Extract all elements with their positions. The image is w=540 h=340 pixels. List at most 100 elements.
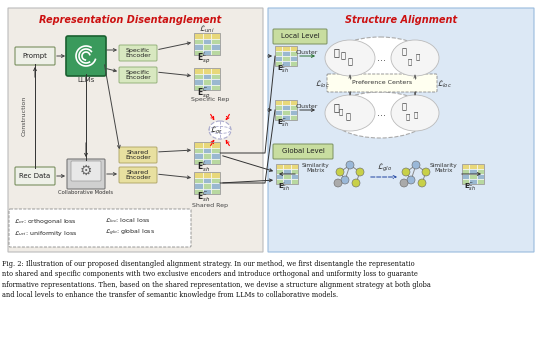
Text: Cluster: Cluster [296,50,318,54]
Bar [211,33,220,38]
Bar [202,158,211,164]
Text: $\mathbf{E}^L_{sp}$: $\mathbf{E}^L_{sp}$ [198,50,211,66]
Bar [211,142,220,148]
Bar [477,179,484,184]
Text: 👱: 👱 [333,102,339,112]
Bar [289,51,297,56]
Text: 🤸: 🤸 [406,114,410,120]
Bar [194,68,202,73]
Bar [211,158,220,164]
Bar [462,164,469,169]
Text: Specific Rep: Specific Rep [191,98,229,102]
Text: Fig. 2: Illustration of our proposed disentangled alignment strategy. In our met: Fig. 2: Illustration of our proposed dis… [2,260,431,299]
Bar [276,179,284,184]
Circle shape [402,168,410,176]
Bar [469,164,477,169]
Bar [202,44,211,50]
Circle shape [422,168,430,176]
Circle shape [407,176,415,184]
Bar [211,148,220,153]
Bar [289,56,297,61]
Bar [194,148,202,153]
Text: Representation Disentanglement: Representation Disentanglement [39,15,221,25]
Bar [211,85,220,90]
Text: 👤: 👤 [333,47,339,57]
Bar [469,169,477,174]
Bar [211,183,220,188]
Bar [194,142,202,148]
Bar [291,174,298,179]
Text: LLMs: LLMs [77,77,94,83]
Text: 🤺: 🤺 [408,59,412,65]
Bar [284,169,291,174]
Text: $\mathcal{L}_{loc}$: local loss: $\mathcal{L}_{loc}$: local loss [105,217,150,225]
Text: 👁: 👁 [339,109,343,115]
Text: Preference Centers: Preference Centers [352,81,412,85]
Bar [284,164,291,169]
Bar [289,110,297,115]
Bar [275,110,282,115]
Bar [211,73,220,79]
Text: 🏋: 🏋 [402,102,407,112]
Bar [194,183,202,188]
Text: $\mathcal{L}_{glo}$: $\mathcal{L}_{glo}$ [377,162,393,174]
Ellipse shape [391,40,439,76]
Bar [289,115,297,120]
Text: ...: ... [377,108,387,118]
FancyBboxPatch shape [273,29,327,44]
Text: $\mathbf{E}^C_{sh}$: $\mathbf{E}^C_{sh}$ [464,180,476,194]
Bar [202,85,211,90]
Bar [462,179,469,184]
FancyBboxPatch shape [15,47,55,65]
Bar [194,68,220,90]
Circle shape [334,179,342,187]
Bar [282,110,289,115]
Bar [194,44,202,50]
Bar [462,164,484,184]
Bar [202,188,211,194]
FancyBboxPatch shape [67,159,105,189]
Bar [477,174,484,179]
Bar [282,46,289,51]
Text: Construction: Construction [22,96,26,136]
Bar [291,169,298,174]
Bar [276,164,298,184]
Bar [202,172,211,177]
Text: Prompt: Prompt [23,53,48,59]
Ellipse shape [330,92,430,138]
Bar [194,172,220,194]
Text: Collaborative Models: Collaborative Models [58,190,113,195]
Circle shape [341,176,349,184]
Circle shape [352,179,360,187]
Bar [211,188,220,194]
Bar [202,177,211,183]
Bar [275,46,282,51]
FancyBboxPatch shape [119,45,157,61]
Text: ...: ... [377,53,387,63]
Text: Specific
Encoder: Specific Encoder [125,48,151,58]
Bar [194,38,202,44]
Circle shape [356,168,364,176]
Bar [289,46,297,51]
Text: 🎭: 🎭 [416,54,420,60]
Bar [194,33,202,38]
Bar [194,142,220,164]
Bar [202,33,211,38]
FancyBboxPatch shape [8,8,263,252]
Bar [194,158,202,164]
Text: $\mathcal{L}_{or}$: $\mathcal{L}_{or}$ [211,124,224,136]
Text: Structure Alignment: Structure Alignment [345,15,457,25]
Bar [284,174,291,179]
Bar [477,169,484,174]
Bar [194,153,202,158]
Text: Shared Rep: Shared Rep [192,203,228,207]
Bar [282,100,289,105]
Text: $\mathcal{L}_{uni}$: uniformity loss: $\mathcal{L}_{uni}$: uniformity loss [14,228,77,238]
Bar [194,188,202,194]
Text: $\mathcal{L}_{loc}$: $\mathcal{L}_{loc}$ [436,78,451,90]
Bar [275,51,282,56]
Text: $\mathbf{E}^C_{sh}$: $\mathbf{E}^C_{sh}$ [277,116,289,130]
Bar [275,100,297,120]
Text: Global Level: Global Level [281,148,325,154]
Bar [211,38,220,44]
